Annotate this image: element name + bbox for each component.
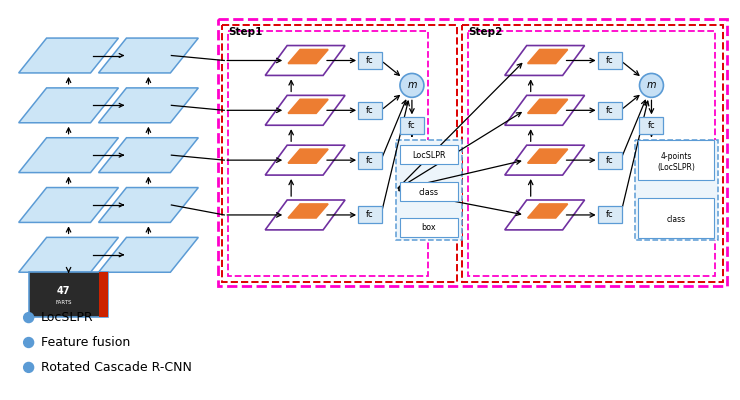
Polygon shape [288, 50, 328, 64]
Polygon shape [528, 50, 568, 64]
Bar [462, 25, 723, 282]
Text: fc: fc [648, 121, 656, 130]
Circle shape [639, 74, 664, 97]
Polygon shape [18, 38, 118, 73]
FancyBboxPatch shape [598, 52, 622, 69]
Bar [639, 198, 714, 238]
Polygon shape [98, 138, 198, 172]
Text: 4-points
(LocSLPR): 4-points (LocSLPR) [657, 152, 696, 172]
Polygon shape [98, 88, 198, 123]
Circle shape [24, 313, 33, 322]
Text: box: box [422, 224, 436, 232]
Bar [228, 30, 428, 276]
Text: fc: fc [408, 121, 416, 130]
Text: fc: fc [366, 106, 374, 115]
Text: Step1: Step1 [228, 26, 263, 36]
Text: fc: fc [366, 210, 374, 220]
FancyBboxPatch shape [358, 102, 382, 119]
Polygon shape [288, 99, 328, 113]
Bar [468, 30, 716, 276]
FancyBboxPatch shape [358, 206, 382, 224]
Polygon shape [528, 99, 568, 113]
Text: fc: fc [606, 156, 613, 165]
Text: fc: fc [366, 56, 374, 65]
FancyBboxPatch shape [598, 152, 622, 169]
Bar [634, 140, 719, 240]
Text: Step2: Step2 [468, 26, 502, 36]
Text: class: class [667, 216, 686, 224]
Text: 47: 47 [57, 286, 70, 296]
Bar [639, 140, 714, 180]
Bar [400, 182, 458, 201]
Text: Rotated Cascade R-CNN: Rotated Cascade R-CNN [41, 361, 192, 374]
Polygon shape [18, 237, 118, 272]
Bar [396, 140, 462, 240]
FancyBboxPatch shape [358, 152, 382, 169]
Polygon shape [288, 149, 328, 163]
FancyBboxPatch shape [639, 117, 664, 134]
Polygon shape [528, 204, 568, 218]
Bar [29, 272, 109, 317]
Polygon shape [98, 188, 198, 222]
FancyBboxPatch shape [598, 206, 622, 224]
Text: class: class [419, 188, 439, 196]
Polygon shape [288, 204, 328, 218]
Text: fc: fc [366, 156, 374, 165]
Text: fc: fc [606, 106, 613, 115]
Text: m: m [407, 80, 417, 90]
Text: m: m [647, 80, 656, 90]
Text: fc: fc [606, 210, 613, 220]
FancyBboxPatch shape [358, 52, 382, 69]
Polygon shape [18, 138, 118, 172]
Bar [400, 218, 458, 237]
Polygon shape [528, 149, 568, 163]
Bar [400, 145, 458, 164]
Bar [218, 19, 727, 286]
Bar [222, 25, 457, 282]
Circle shape [24, 362, 33, 372]
Polygon shape [18, 88, 118, 123]
Circle shape [24, 338, 33, 348]
Polygon shape [98, 237, 198, 272]
Text: LocSLPR: LocSLPR [41, 311, 93, 324]
FancyBboxPatch shape [598, 102, 622, 119]
Text: Feature fusion: Feature fusion [41, 336, 130, 349]
FancyBboxPatch shape [400, 117, 424, 134]
Text: fc: fc [606, 56, 613, 65]
Polygon shape [98, 38, 198, 73]
Polygon shape [18, 188, 118, 222]
Bar [98, 272, 109, 317]
Text: FARTS: FARTS [56, 300, 72, 305]
Circle shape [400, 74, 424, 97]
Text: LocSLPR: LocSLPR [412, 151, 445, 160]
